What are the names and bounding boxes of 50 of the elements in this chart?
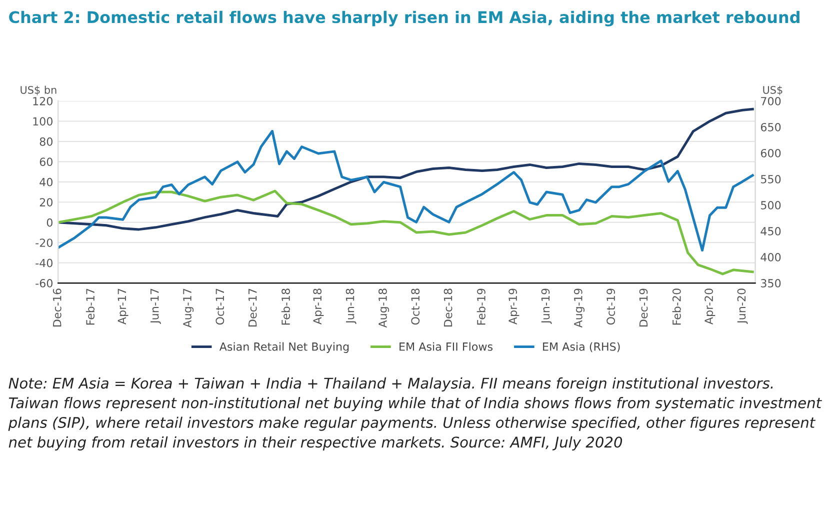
y-axis-title: US$ bn (20, 86, 56, 96)
x-tick-label: Feb-17 (86, 288, 95, 325)
x-tick-label: Oct-17 (216, 288, 224, 325)
y2-tick-label: 400 (760, 253, 781, 262)
y-tick-label: -20 (36, 238, 52, 247)
y2-axis-title: US$ (763, 86, 782, 96)
x-tick-label: Dec-17 (248, 288, 257, 326)
x-tick-label: Feb-19 (476, 288, 486, 325)
x-tick-label: Aug-18 (378, 288, 390, 328)
y2-tick-label: 600 (760, 148, 781, 158)
legend-label: Asian Retail Net Buying (219, 342, 349, 353)
x-tick-label: Aug-19 (574, 288, 585, 328)
x-tick-label: Dec-16 (52, 288, 62, 326)
y-tick-label: 60 (40, 158, 52, 166)
y2-tick-label: 500 (761, 200, 781, 210)
y-tick-label: 120 (33, 96, 52, 106)
legend-label: EM Asia FII Flows (400, 342, 493, 351)
chart-title: Chart 2: Domestic retail flows have sharply risen in EM Asia, aiding the market rebound (9, 10, 800, 26)
x-tick-label: Apr-17 (118, 288, 128, 324)
x-tick-label: Feb-18 (281, 288, 290, 325)
line-series (58, 190, 754, 276)
x-tick-label: Jun-20 (737, 288, 748, 324)
x-tick-label: Jun-19 (541, 288, 552, 324)
x-tick-label: Jun-17 (150, 288, 161, 324)
line-series (58, 130, 754, 252)
y-tick-label: 100 (33, 117, 52, 126)
y-tick-label: 20 (40, 198, 52, 207)
y2-tick-label: 350 (761, 279, 781, 288)
x-tick-label: Dec-19 (639, 288, 648, 326)
line-series (58, 108, 754, 231)
x-tick-label: Aug-17 (183, 288, 194, 328)
x-tick-label: Apr-20 (704, 288, 716, 324)
y2-tick-label: 450 (760, 227, 781, 236)
x-tick-label: Dec-18 (444, 288, 452, 326)
y-tick-label: -60 (36, 279, 52, 288)
y-tick-label: 0 (46, 218, 52, 227)
text: Note: EM Asia = Korea + Taiwan + India + Thailand + Malaysia. FII means foreign institutional investors. Taiwan flows represent non-institutional net buying while that of India shows flows from systematic investment plans (SIP), where retail investors make regular payments. Unless otherwise specified, other figures represent net buying from retail investors in their respective markets. Source: AMFI, July 2020 (8, 377, 822, 450)
x-tick-label: Jun-18 (346, 288, 356, 324)
y2-tick-label: 550 (761, 174, 781, 184)
y2-tick-label: 650 (760, 122, 781, 132)
y2-tick-label: 700 (761, 96, 781, 106)
y-tick-label: -40 (36, 258, 52, 268)
legend-label: EM Asia (RHS) (543, 342, 620, 352)
x-tick-label: Oct-18 (411, 288, 420, 325)
x-tick-label: Apr-18 (313, 288, 324, 324)
x-tick-label: Oct-19 (606, 288, 616, 325)
x-tick-label: Apr-19 (508, 288, 520, 324)
y-tick-label: 40 (40, 178, 52, 186)
x-tick-label: Feb-20 (672, 288, 681, 325)
y-tick-label: 80 (40, 137, 52, 146)
